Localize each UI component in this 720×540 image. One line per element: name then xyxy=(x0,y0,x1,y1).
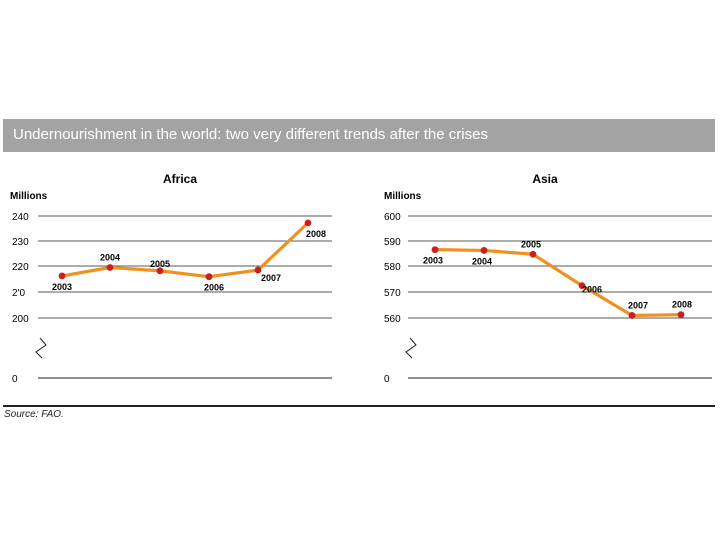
panel-title: Africa xyxy=(163,172,197,186)
y-tick-label: 2'0 xyxy=(12,288,25,299)
series-line xyxy=(61,221,310,279)
x-category-label: 2004 xyxy=(100,253,120,263)
x-category-label: 2005 xyxy=(150,259,170,269)
source-note: Source: FAO. xyxy=(4,409,64,420)
data-point xyxy=(529,250,537,258)
x-category-label: 2008 xyxy=(672,300,692,310)
x-category-label: 2004 xyxy=(472,256,492,266)
y-axis-unit: Millions xyxy=(384,191,422,202)
x-category-label: 2008 xyxy=(306,229,326,239)
x-category-label: 2003 xyxy=(423,256,443,266)
x-category-label: 2006 xyxy=(582,285,602,295)
x-category-label: 2005 xyxy=(521,239,541,249)
x-category-label: 2003 xyxy=(52,282,72,292)
y-tick-label: 220 xyxy=(12,262,29,273)
axis-break xyxy=(405,337,417,359)
data-point xyxy=(628,312,636,319)
data-point xyxy=(156,267,164,275)
series-line xyxy=(434,248,682,318)
data-point xyxy=(205,273,213,281)
data-point xyxy=(58,272,66,280)
y-tick-label: 0 xyxy=(12,374,18,385)
title-bar: Undernourishment in the world: two very … xyxy=(3,119,715,152)
chart-title: Undernourishment in the world: two very … xyxy=(13,126,488,143)
y-tick-label: 560 xyxy=(384,314,401,325)
axis-break xyxy=(35,337,47,359)
bottom-rule xyxy=(3,405,715,407)
y-tick-label: 0 xyxy=(384,374,390,385)
data-point xyxy=(677,311,685,319)
y-tick-label: 230 xyxy=(12,237,29,248)
y-tick-label: 600 xyxy=(384,212,401,223)
data-point xyxy=(254,266,262,274)
data-point xyxy=(431,246,439,254)
y-tick-label: 240 xyxy=(12,212,29,223)
data-point xyxy=(578,282,586,290)
y-tick-label: 200 xyxy=(12,314,29,325)
y-tick-label: 590 xyxy=(384,237,401,248)
data-point xyxy=(304,219,312,227)
data-point xyxy=(106,264,114,271)
y-tick-label: 570 xyxy=(384,288,401,299)
x-category-label: 2007 xyxy=(628,300,648,310)
x-category-label: 2006 xyxy=(204,283,224,293)
panel-title: Asia xyxy=(532,172,558,186)
y-axis-unit: Millions xyxy=(10,191,48,202)
x-category-label: 2007 xyxy=(261,273,281,283)
data-point xyxy=(480,247,488,254)
y-tick-label: 580 xyxy=(384,262,401,273)
